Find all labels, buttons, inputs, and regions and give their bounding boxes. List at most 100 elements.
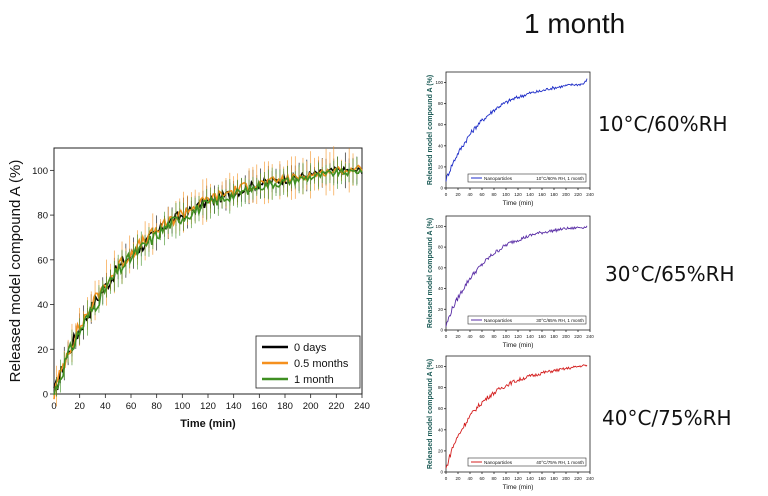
x-tick-label-0: 60 [126, 401, 137, 412]
legend-label-0-5-months: 0.5 months [294, 358, 349, 370]
x-tick-label-2: 200 [562, 334, 570, 339]
x-tick-label-3: 180 [550, 476, 558, 481]
plot-frame-2 [445, 215, 591, 331]
y-tick-label-2: 100 [435, 224, 443, 229]
legend-series-label-2: Nanoparticles [484, 318, 513, 323]
x-tick-label-3: 140 [526, 476, 534, 481]
condition-label-30c: 30°C/65%RH [605, 262, 735, 286]
y-tick-label-0: 20 [37, 345, 48, 356]
y-tick-label-2: 60 [438, 265, 444, 270]
y-tick-label-3: 0 [440, 470, 443, 475]
x-tick-label-1: 140 [526, 192, 534, 197]
y-tick-label-2: 40 [438, 286, 444, 291]
legend-series-label-3: Nanoparticles [484, 460, 513, 465]
series-line-nanoparticles-2 [445, 225, 588, 327]
series-line-nanoparticles-3 [445, 364, 588, 469]
y-axis-label-2: Released model compound A (%) [427, 218, 434, 328]
x-tick-label-3: 80 [491, 476, 497, 481]
x-tick-label-1: 240 [586, 192, 594, 197]
x-tick-label-1: 80 [491, 192, 497, 197]
x-tick-label-3: 120 [514, 476, 522, 481]
x-axis-label-0: Time (min) [180, 418, 236, 430]
x-tick-label-0: 80 [151, 401, 162, 412]
x-tick-label-2: 120 [514, 334, 522, 339]
y-tick-label-0: 0 [43, 390, 48, 401]
x-tick-label-2: 240 [586, 334, 594, 339]
x-tick-label-2: 0 [445, 334, 448, 339]
y-axis-label-0: Released model compound A (%) [7, 160, 24, 383]
series-line-1-month-0 [53, 166, 363, 395]
legend-label-1-month: 1 month [294, 374, 334, 386]
x-axis-label-2: Time (min) [503, 342, 534, 349]
x-tick-label-0: 20 [74, 401, 85, 412]
y-axis-label-3: Released model compound A (%) [427, 359, 434, 469]
legend-box-2 [467, 315, 587, 325]
legend-label-0-days: 0 days [294, 342, 327, 354]
x-tick-label-1: 60 [479, 192, 485, 197]
y-tick-label-2: 20 [438, 307, 444, 312]
x-tick-label-1: 200 [562, 192, 570, 197]
legend-box-3 [467, 457, 587, 467]
x-tick-label-0: 180 [277, 401, 293, 412]
y-tick-label-2: 0 [440, 328, 443, 333]
x-tick-label-0: 140 [226, 401, 242, 412]
x-tick-label-1: 20 [455, 192, 461, 197]
x-tick-label-1: 100 [502, 192, 510, 197]
y-tick-label-3: 40 [438, 427, 444, 432]
y-axis-label-1: Released model compound A (%) [427, 75, 434, 185]
y-tick-label-3: 80 [438, 385, 444, 390]
x-tick-label-3: 160 [538, 476, 546, 481]
x-tick-label-2: 40 [467, 334, 473, 339]
x-tick-label-2: 160 [538, 334, 546, 339]
y-tick-label-0: 60 [37, 255, 48, 266]
x-axis-label-1: Time (min) [503, 200, 534, 207]
x-tick-label-3: 0 [445, 476, 448, 481]
y-tick-label-3: 100 [435, 364, 443, 369]
x-tick-label-2: 140 [526, 334, 534, 339]
x-tick-label-0: 160 [251, 401, 267, 412]
x-tick-label-3: 200 [562, 476, 570, 481]
x-tick-label-3: 40 [467, 476, 473, 481]
condition-label-10c: 10°C/60%RH [598, 112, 728, 136]
x-tick-label-3: 20 [455, 476, 461, 481]
x-tick-label-2: 220 [574, 334, 582, 339]
y-tick-label-3: 20 [438, 448, 444, 453]
y-tick-label-1: 80 [438, 101, 444, 106]
legend-condition-label-3: 40°C/75% RH, 1 month [536, 460, 584, 465]
x-tick-label-0: 0 [51, 401, 56, 412]
figure-title: 1 month [524, 8, 626, 39]
plot-frame-1 [445, 71, 591, 189]
x-tick-label-1: 160 [538, 192, 546, 197]
y-tick-label-0: 80 [37, 211, 48, 222]
x-tick-label-3: 240 [586, 476, 594, 481]
condition-label-40c: 40°C/75%RH [602, 406, 732, 430]
legend-condition-label-2: 30°C/65% RH, 1 month [536, 318, 584, 323]
x-axis-label-3: Time (min) [503, 484, 534, 491]
x-tick-label-0: 220 [328, 401, 344, 412]
plot-frame-3 [445, 355, 591, 473]
y-tick-label-1: 60 [438, 122, 444, 127]
x-tick-label-0: 40 [100, 401, 111, 412]
x-tick-label-1: 220 [574, 192, 582, 197]
y-tick-label-1: 40 [438, 143, 444, 148]
legend-condition-label-1: 10°C/60% RH, 1 month [536, 176, 584, 181]
x-tick-label-3: 60 [479, 476, 485, 481]
x-tick-label-3: 220 [574, 476, 582, 481]
legend-box-1 [467, 173, 587, 183]
x-tick-label-1: 0 [445, 192, 448, 197]
x-tick-label-1: 120 [514, 192, 522, 197]
series-line-nanoparticles-1 [445, 78, 588, 182]
x-tick-label-3: 100 [502, 476, 510, 481]
y-tick-label-0: 40 [37, 300, 48, 311]
y-tick-label-0: 100 [32, 166, 48, 177]
y-tick-label-1: 100 [435, 80, 443, 85]
y-tick-label-3: 60 [438, 406, 444, 411]
y-tick-label-2: 80 [438, 245, 444, 250]
x-tick-label-2: 100 [502, 334, 510, 339]
legend-series-label-1: Nanoparticles [484, 176, 513, 181]
x-tick-label-1: 180 [550, 192, 558, 197]
x-tick-label-2: 180 [550, 334, 558, 339]
y-tick-label-1: 20 [438, 164, 444, 169]
y-tick-label-1: 0 [440, 186, 443, 191]
